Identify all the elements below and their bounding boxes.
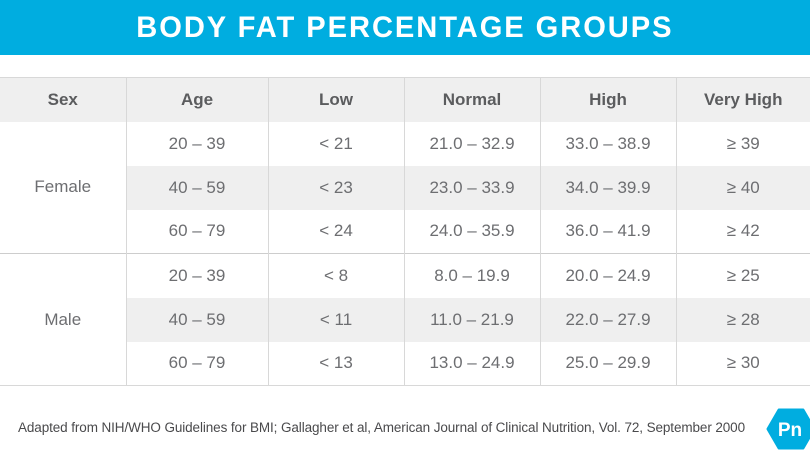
cell-normal: 11.0 – 21.9 (403, 297, 540, 342)
cell-very-high: ≥ 25 (675, 253, 810, 298)
cell-high: 20.0 – 24.9 (539, 253, 676, 298)
cell-age: 60 – 79 (168, 353, 226, 373)
col-header-normal: Normal (403, 77, 540, 122)
pn-logo-svg: Pn (766, 408, 810, 450)
cell-age: 40 – 59 (126, 165, 268, 210)
cell-normal: 24.0 – 35.9 (403, 209, 540, 254)
cell-very-high: ≥ 30 (675, 341, 810, 386)
cell-very-high: ≥ 28 (675, 297, 810, 342)
cell-low: < 21 (267, 121, 404, 166)
col-header-age: Age (125, 77, 268, 122)
col-header-low: Low (267, 77, 404, 122)
cell-high: 33.0 – 38.9 (539, 121, 676, 166)
table-header-row: Sex Age Low Normal High Very High (0, 77, 810, 122)
cell-age: 20 – 39 (125, 121, 268, 166)
sex-label-female: Female (0, 121, 127, 254)
pn-logo: Pn (766, 408, 810, 450)
cell-low: < 13 (267, 341, 404, 386)
cell-low: < 24 (267, 209, 404, 254)
cell-high: 22.0 – 27.9 (539, 297, 676, 342)
attribution-text: Adapted from NIH/WHO Guidelines for BMI;… (18, 420, 745, 435)
cell-normal: 13.0 – 24.9 (403, 341, 540, 386)
cell-high: 36.0 – 41.9 (539, 209, 676, 254)
title-banner: BODY FAT PERCENTAGE GROUPS (0, 0, 810, 55)
sex-label-male: Male (0, 253, 127, 386)
cell-normal: 23.0 – 33.9 (403, 165, 540, 210)
hexagon-icon (766, 408, 810, 450)
page-title: BODY FAT PERCENTAGE GROUPS (136, 10, 674, 44)
cell-very-high: ≥ 39 (675, 121, 810, 166)
table-row-male-60-79: 60 – 79 < 13 13.0 – 24.9 25.0 – 29.9 ≥ 3… (0, 341, 810, 386)
cell-age: 40 – 59 (126, 297, 268, 342)
col-header-sex: Sex (47, 89, 78, 109)
logo-text: Pn (778, 420, 802, 441)
table-row-male-40-59: 40 – 59 < 11 11.0 – 21.9 22.0 – 27.9 ≥ 2… (0, 297, 810, 342)
cell-low: < 8 (267, 253, 404, 298)
col-header-high: High (539, 77, 676, 122)
table-row-female-60-79: 60 – 79 < 24 24.0 – 35.9 36.0 – 41.9 ≥ 4… (0, 209, 810, 254)
cell-high: 34.0 – 39.9 (539, 165, 676, 210)
table-row-female-20-39: Female 20 – 39 < 21 21.0 – 32.9 33.0 – 3… (0, 121, 810, 254)
cell-high: 25.0 – 29.9 (539, 341, 676, 386)
cell-very-high: ≥ 42 (675, 209, 810, 254)
cell-low: < 23 (267, 165, 404, 210)
cell-low: < 11 (267, 297, 404, 342)
col-header-very-high: Very High (675, 77, 810, 122)
cell-age: 60 – 79 (168, 221, 226, 241)
cell-normal: 8.0 – 19.9 (403, 253, 540, 298)
cell-normal: 21.0 – 32.9 (403, 121, 540, 166)
cell-very-high: ≥ 40 (675, 165, 810, 210)
table-row-female-40-59: 40 – 59 < 23 23.0 – 33.9 34.0 – 39.9 ≥ 4… (0, 165, 810, 210)
table-row-male-20-39: Male 20 – 39 < 8 8.0 – 19.9 20.0 – 24.9 … (0, 253, 810, 386)
body-fat-table: Sex Age Low Normal High Very High Female… (0, 77, 810, 386)
cell-age: 20 – 39 (125, 253, 268, 298)
